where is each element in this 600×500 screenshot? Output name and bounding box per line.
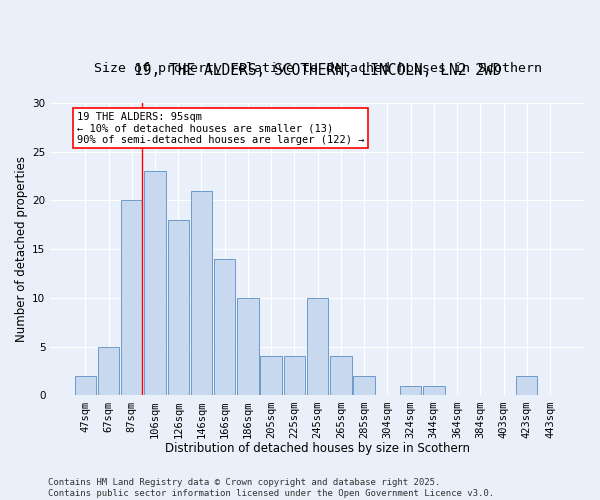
Bar <box>167 220 189 396</box>
Bar <box>144 171 166 396</box>
Bar <box>516 376 538 396</box>
Bar <box>74 376 96 396</box>
Bar <box>307 298 328 396</box>
Bar <box>121 200 142 396</box>
Bar <box>423 386 445 396</box>
Text: 19, THE ALDERS, SCOTHERN, LINCOLN, LN2 2WD: 19, THE ALDERS, SCOTHERN, LINCOLN, LN2 2… <box>134 63 502 78</box>
Bar <box>260 356 282 396</box>
X-axis label: Distribution of detached houses by size in Scothern: Distribution of detached houses by size … <box>165 442 470 455</box>
Bar <box>400 386 421 396</box>
Text: Contains HM Land Registry data © Crown copyright and database right 2025.
Contai: Contains HM Land Registry data © Crown c… <box>48 478 494 498</box>
Title: Size of property relative to detached houses in Scothern: Size of property relative to detached ho… <box>94 62 542 75</box>
Bar <box>191 190 212 396</box>
Y-axis label: Number of detached properties: Number of detached properties <box>15 156 28 342</box>
Bar <box>237 298 259 396</box>
Bar <box>98 346 119 396</box>
Bar <box>284 356 305 396</box>
Bar <box>353 376 375 396</box>
Bar <box>214 259 235 396</box>
Bar <box>330 356 352 396</box>
Text: 19 THE ALDERS: 95sqm
← 10% of detached houses are smaller (13)
90% of semi-detac: 19 THE ALDERS: 95sqm ← 10% of detached h… <box>77 112 365 144</box>
